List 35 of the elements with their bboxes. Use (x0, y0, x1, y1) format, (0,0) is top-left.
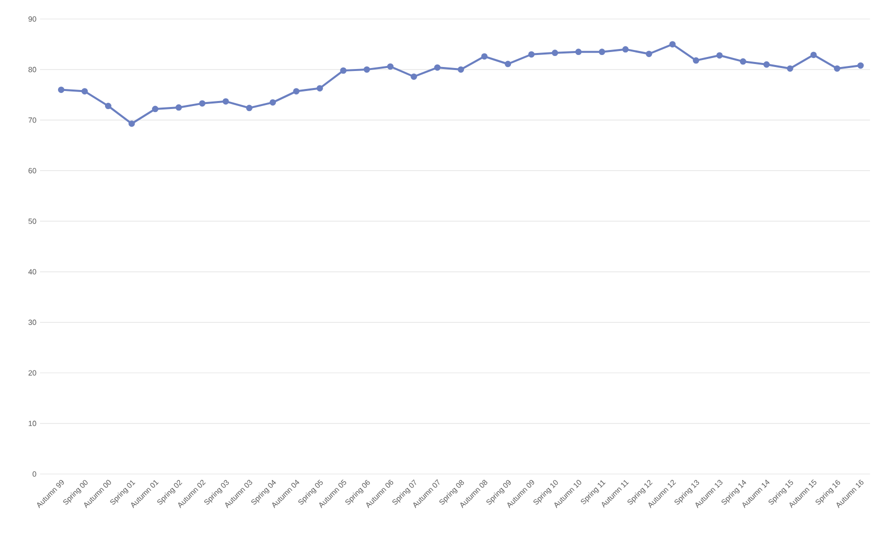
point (128, 120, 135, 127)
point (152, 106, 158, 112)
point (458, 66, 464, 73)
point (410, 73, 418, 80)
point (504, 60, 512, 68)
point (740, 58, 746, 65)
point (786, 65, 794, 72)
point (58, 86, 64, 93)
point (434, 64, 441, 71)
point (222, 98, 229, 105)
point (857, 62, 864, 69)
point (834, 65, 840, 72)
point (387, 63, 394, 70)
point (246, 104, 252, 112)
point (810, 52, 817, 58)
point (176, 104, 182, 111)
point (528, 51, 535, 58)
point (481, 53, 488, 60)
point (104, 102, 112, 110)
point (270, 99, 276, 106)
point (716, 52, 723, 59)
point (575, 48, 582, 56)
point (692, 57, 700, 64)
point (199, 100, 206, 107)
point (81, 88, 88, 94)
point (598, 48, 606, 56)
point (622, 46, 629, 53)
point (763, 61, 770, 68)
point (316, 85, 323, 92)
point (364, 66, 370, 73)
point (669, 41, 676, 48)
point (340, 67, 347, 74)
point (552, 50, 558, 56)
point (646, 50, 652, 58)
point (293, 88, 300, 94)
